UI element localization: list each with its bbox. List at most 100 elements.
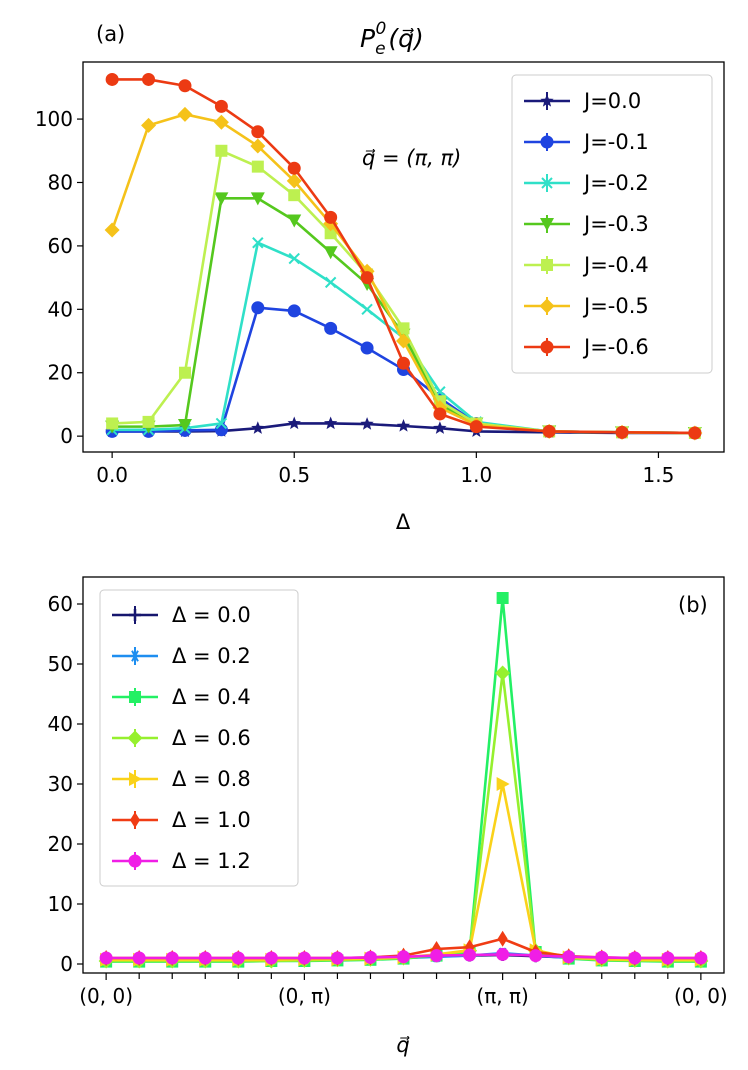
- data-point: [433, 407, 447, 421]
- panel-a-plot: [104, 72, 703, 441]
- data-point: [231, 951, 245, 965]
- data-point: [615, 425, 629, 439]
- data-point: [397, 950, 410, 964]
- panel-a-label: (a): [96, 22, 125, 46]
- data-point: [433, 421, 447, 434]
- data-point: [628, 951, 642, 965]
- legend-marker: [128, 854, 142, 868]
- data-point: [360, 417, 374, 430]
- panel-b-axes: 0 10 20 30 40 50 60 (0, 0) (0, π) (π, π) (0, 0): [48, 592, 728, 1008]
- legend-entry: J=-0.1: [524, 130, 649, 154]
- legend-entry: J=-0.6: [524, 335, 649, 359]
- panel-a-frame: [82, 61, 725, 453]
- title-sub: e: [375, 39, 385, 59]
- y-tick-label: 0: [60, 424, 73, 448]
- x-tick-label: 1.0: [460, 463, 492, 487]
- y-tick-label: 60: [48, 592, 73, 616]
- data-point: [287, 214, 302, 228]
- data-point: [688, 426, 702, 440]
- legend-box: [99, 589, 299, 887]
- panel-b-plot: [98, 592, 709, 969]
- data-point: [141, 117, 157, 133]
- data-point: [694, 951, 708, 965]
- data-point: [297, 951, 311, 965]
- legend-entry: J=0.0: [524, 89, 641, 113]
- data-point: [463, 948, 477, 962]
- y-tick-label: 0: [60, 952, 73, 976]
- x-tick-label: 0.5: [278, 463, 310, 487]
- panel-b: 0 10 20 30 40 50 60 (0, 0) (0, π) (π, π) (0, 0) (b…: [48, 576, 728, 1057]
- legend-label: Δ = 0.8: [172, 767, 251, 791]
- series-6: [99, 947, 708, 965]
- panel-a-axes: 0 20 40 60 80 100 0.0 0.5 1.0 1.5: [35, 107, 675, 487]
- data-point: [214, 99, 228, 113]
- x-tick-label: (0, π): [278, 984, 331, 1008]
- data-point: [324, 321, 338, 335]
- data-point: [105, 72, 119, 86]
- y-tick-label: 60: [48, 234, 73, 258]
- legend-label: J=-0.5: [582, 294, 649, 318]
- legend-label: Δ = 0.6: [172, 726, 251, 750]
- legend-entry: J=-0.5: [524, 294, 649, 318]
- legend-label: J=-0.4: [582, 253, 649, 277]
- legend-label: Δ = 1.2: [172, 849, 251, 873]
- data-point: [250, 192, 265, 206]
- legend-marker: [130, 812, 140, 828]
- legend-marker: [129, 772, 142, 786]
- data-point: [251, 421, 265, 434]
- legend-label: Δ = 1.0: [172, 808, 251, 832]
- legend-label: Δ = 0.0: [172, 603, 251, 627]
- panel-b-legend: Δ = 0.0 Δ = 0.2 Δ = 0.4 Δ = 0.6 Δ = 0.8 Δ = 1…: [99, 589, 299, 887]
- legend-label: Δ = 0.2: [172, 644, 251, 668]
- data-point: [495, 665, 511, 681]
- data-point: [287, 161, 301, 175]
- legend-box: [511, 74, 713, 374]
- legend-entry: Δ = 0.8: [112, 767, 251, 791]
- legend-entry: Δ = 1.2: [112, 849, 251, 873]
- panel-a-title: Pe0(q⃗): [360, 19, 424, 59]
- data-point: [251, 301, 265, 315]
- data-point: [252, 237, 264, 249]
- legend-label: J=-0.6: [582, 335, 649, 359]
- legend-marker: [127, 730, 143, 746]
- series-6: [105, 72, 702, 440]
- panel-a-xlabel: Δ: [396, 510, 411, 534]
- data-point: [330, 951, 344, 965]
- x-tick-label: (0, 0): [79, 984, 133, 1008]
- legend-marker: [129, 691, 141, 703]
- data-point: [360, 341, 374, 355]
- data-point: [323, 246, 338, 260]
- data-point: [496, 947, 510, 961]
- y-tick-label: 100: [35, 107, 73, 131]
- data-point: [595, 950, 609, 964]
- data-point: [106, 417, 119, 430]
- y-tick-label: 40: [48, 297, 73, 321]
- panel-b-label: (b): [678, 593, 708, 617]
- panel-b-xlabel: q⃗: [396, 1033, 410, 1057]
- legend-entry: Δ = 0.4: [112, 685, 251, 709]
- data-point: [496, 592, 509, 604]
- legend-entry: Δ = 0.2: [112, 644, 251, 668]
- data-point: [397, 322, 410, 335]
- data-point: [251, 125, 265, 139]
- x-tick-label: 1.5: [643, 463, 675, 487]
- data-point: [288, 189, 301, 202]
- data-point: [496, 777, 510, 791]
- data-point: [542, 424, 556, 438]
- data-point: [142, 72, 156, 86]
- data-point: [396, 419, 411, 432]
- legend-marker: [129, 609, 141, 621]
- data-point: [288, 252, 300, 265]
- data-point: [264, 951, 278, 965]
- data-point: [215, 144, 228, 157]
- data-point: [396, 333, 411, 349]
- data-point: [215, 417, 228, 430]
- data-point: [251, 160, 264, 173]
- legend-marker: [540, 94, 554, 107]
- legend-label: J=-0.1: [582, 130, 649, 154]
- data-point: [324, 227, 337, 240]
- legend-entry: J=-0.3: [524, 212, 649, 236]
- legend-marker: [541, 177, 553, 189]
